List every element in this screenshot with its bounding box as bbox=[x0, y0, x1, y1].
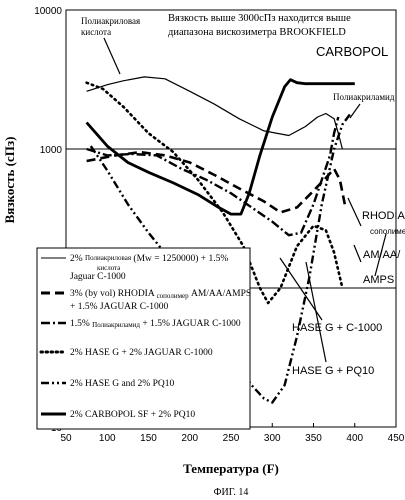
annotation-range-note-1: Вязкость выше 3000сПз находится выше bbox=[168, 13, 351, 24]
x-tick-label: 50 bbox=[60, 433, 72, 444]
legend-entry-2: 3% (by vol) RHODIA сополимер AM/AA/AMPS … bbox=[70, 288, 254, 312]
annotation-am-aa: AM/AA/ bbox=[363, 249, 401, 261]
legend-entry-5: 2% HASE G and 2% PQ10 bbox=[70, 379, 174, 389]
leader-hase-pq10 bbox=[305, 261, 327, 363]
x-tick-label: 400 bbox=[346, 433, 363, 444]
x-axis-label: Температура (F) bbox=[183, 461, 279, 476]
series-line-solid-thin bbox=[86, 76, 343, 150]
legend-entry-6: 2% CARBOPOL SF + 2% PQ10 bbox=[70, 410, 195, 420]
y-tick-label: 10000 bbox=[34, 6, 62, 17]
x-tick-label: 450 bbox=[388, 433, 405, 444]
annotation-rhodia: RHODIA bbox=[362, 210, 405, 222]
x-tick-label: 100 bbox=[99, 433, 116, 444]
leader-rhodia-2 bbox=[353, 244, 362, 263]
x-tick-label: 200 bbox=[181, 433, 198, 444]
annotation-range-note-2: диапазона вискозиметра BROOKFIELD bbox=[168, 27, 346, 38]
x-tick-label: 250 bbox=[223, 433, 240, 444]
series-layer bbox=[85, 76, 355, 404]
annotation-polyacrylamide: Полиакриламид bbox=[333, 92, 395, 102]
legend-entry-1: 2% Полиакриловая (Mw = 1250000) + 1.5% к… bbox=[70, 253, 231, 282]
x-tick-label: 350 bbox=[305, 433, 322, 444]
annotation-polyacrylic-1: Полиакриловая bbox=[81, 16, 140, 26]
annotation-hase-pq10: HASE G + PQ10 bbox=[292, 365, 374, 377]
annotation-amps: AMPS bbox=[363, 274, 394, 286]
series-line-dash-dot bbox=[86, 116, 340, 237]
x-tick-label: 150 bbox=[140, 433, 157, 444]
legend-entry-4: 2% HASE G + 2% JAGUAR C-1000 bbox=[70, 348, 213, 358]
leader-rhodia-1 bbox=[347, 197, 362, 227]
series-line-solid-bold bbox=[85, 78, 355, 216]
series-line-dot bbox=[85, 81, 344, 305]
annotation-polyacrylic-2: кислота bbox=[81, 27, 111, 37]
annotation-leaders bbox=[103, 37, 387, 363]
y-axis-label: Вязкость (cПз) bbox=[2, 137, 17, 224]
x-tick-label: 300 bbox=[264, 433, 281, 444]
annotation-hase-c1000: HASE G + C-1000 bbox=[292, 322, 382, 334]
figure-caption: ФИГ. 14 bbox=[214, 487, 249, 498]
y-tick-label: 1000 bbox=[40, 145, 63, 156]
legend-entry-3: 1.5% Полиакриламид + 1.5% JAGUAR C-1000 bbox=[70, 319, 241, 329]
legend-box bbox=[36, 247, 251, 430]
annotation-copolymer: сополимер bbox=[370, 227, 405, 236]
annotation-carbopol: CARBOPOL bbox=[316, 44, 388, 59]
series-line-dash bbox=[86, 150, 347, 214]
legend: 2% Полиакриловая (Mw = 1250000) + 1.5% к… bbox=[36, 247, 254, 430]
leader-polyacrylamide bbox=[349, 103, 361, 119]
leader-am-aa bbox=[374, 233, 387, 277]
series-line-dash-dot-dot bbox=[89, 112, 352, 404]
leader-polyacrylic bbox=[103, 37, 121, 75]
